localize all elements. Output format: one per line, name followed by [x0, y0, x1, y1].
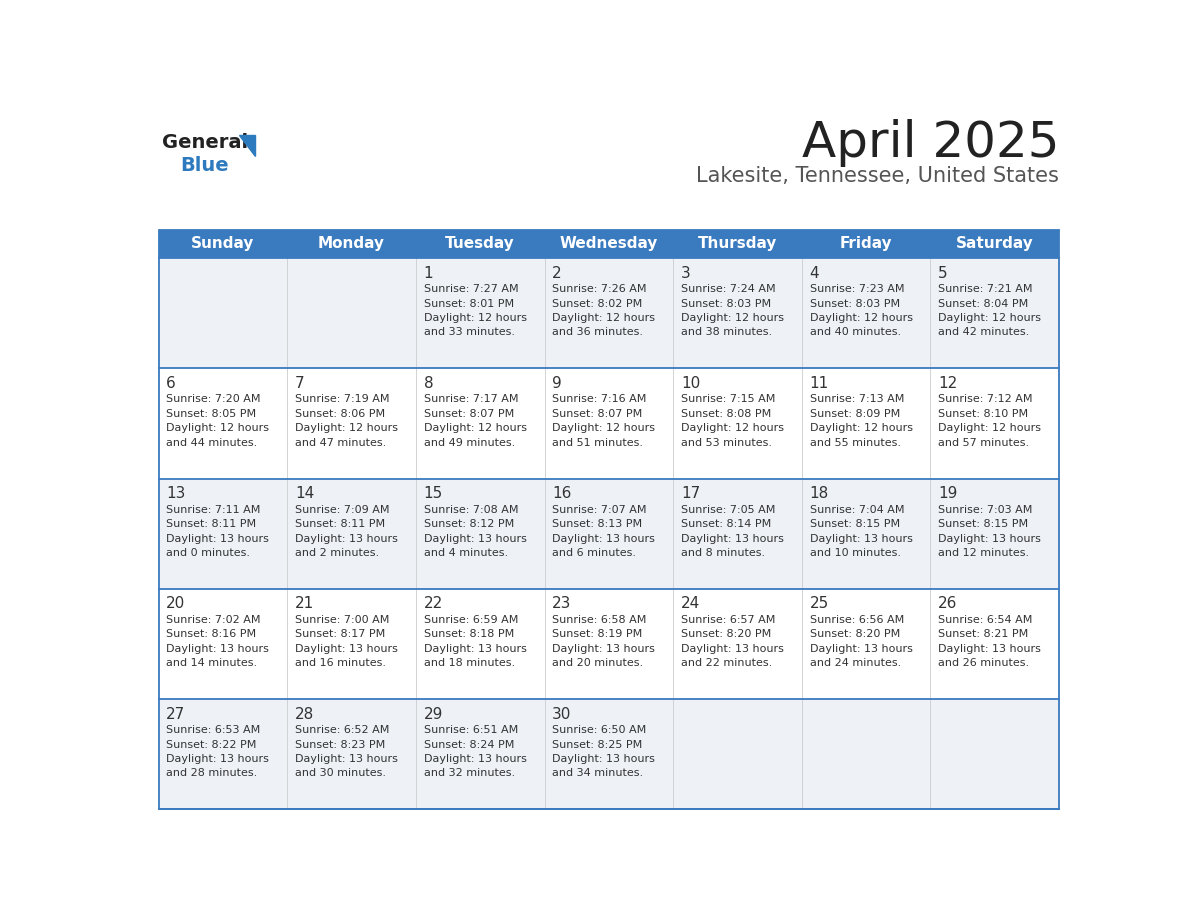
Text: Sunrise: 7:12 AM
Sunset: 8:10 PM
Daylight: 12 hours
and 57 minutes.: Sunrise: 7:12 AM Sunset: 8:10 PM Dayligh… — [939, 395, 1041, 448]
Text: Sunrise: 7:23 AM
Sunset: 8:03 PM
Daylight: 12 hours
and 40 minutes.: Sunrise: 7:23 AM Sunset: 8:03 PM Dayligh… — [809, 285, 912, 338]
Text: 18: 18 — [809, 487, 829, 501]
Text: Sunrise: 6:53 AM
Sunset: 8:22 PM
Daylight: 13 hours
and 28 minutes.: Sunrise: 6:53 AM Sunset: 8:22 PM Dayligh… — [166, 725, 270, 778]
Text: April 2025: April 2025 — [802, 119, 1060, 167]
Text: Sunrise: 7:00 AM
Sunset: 8:17 PM
Daylight: 13 hours
and 16 minutes.: Sunrise: 7:00 AM Sunset: 8:17 PM Dayligh… — [295, 615, 398, 668]
Text: Sunrise: 6:54 AM
Sunset: 8:21 PM
Daylight: 13 hours
and 26 minutes.: Sunrise: 6:54 AM Sunset: 8:21 PM Dayligh… — [939, 615, 1041, 668]
Text: Sunrise: 7:02 AM
Sunset: 8:16 PM
Daylight: 13 hours
and 14 minutes.: Sunrise: 7:02 AM Sunset: 8:16 PM Dayligh… — [166, 615, 270, 668]
Text: Sunrise: 7:09 AM
Sunset: 8:11 PM
Daylight: 13 hours
and 2 minutes.: Sunrise: 7:09 AM Sunset: 8:11 PM Dayligh… — [295, 505, 398, 558]
Text: Sunrise: 6:50 AM
Sunset: 8:25 PM
Daylight: 13 hours
and 34 minutes.: Sunrise: 6:50 AM Sunset: 8:25 PM Dayligh… — [552, 725, 655, 778]
Text: Sunrise: 7:16 AM
Sunset: 8:07 PM
Daylight: 12 hours
and 51 minutes.: Sunrise: 7:16 AM Sunset: 8:07 PM Dayligh… — [552, 395, 656, 448]
Text: Sunrise: 7:13 AM
Sunset: 8:09 PM
Daylight: 12 hours
and 55 minutes.: Sunrise: 7:13 AM Sunset: 8:09 PM Dayligh… — [809, 395, 912, 448]
Text: 16: 16 — [552, 487, 571, 501]
Text: Sunrise: 7:11 AM
Sunset: 8:11 PM
Daylight: 13 hours
and 0 minutes.: Sunrise: 7:11 AM Sunset: 8:11 PM Dayligh… — [166, 505, 270, 558]
Text: Thursday: Thursday — [697, 236, 777, 252]
Text: 4: 4 — [809, 265, 820, 281]
Text: Sunrise: 6:57 AM
Sunset: 8:20 PM
Daylight: 13 hours
and 22 minutes.: Sunrise: 6:57 AM Sunset: 8:20 PM Dayligh… — [681, 615, 784, 668]
Text: General: General — [162, 133, 248, 152]
Text: 22: 22 — [424, 597, 443, 611]
Text: 9: 9 — [552, 376, 562, 391]
Bar — [158, 699, 1060, 810]
Text: Friday: Friday — [840, 236, 892, 252]
Text: 26: 26 — [939, 597, 958, 611]
Bar — [158, 368, 1060, 478]
Text: 23: 23 — [552, 597, 571, 611]
Text: Sunrise: 7:19 AM
Sunset: 8:06 PM
Daylight: 12 hours
and 47 minutes.: Sunrise: 7:19 AM Sunset: 8:06 PM Dayligh… — [295, 395, 398, 448]
Text: 1: 1 — [424, 265, 434, 281]
Text: Sunrise: 7:05 AM
Sunset: 8:14 PM
Daylight: 13 hours
and 8 minutes.: Sunrise: 7:05 AM Sunset: 8:14 PM Dayligh… — [681, 505, 784, 558]
Text: 21: 21 — [295, 597, 314, 611]
Bar — [158, 258, 1060, 368]
Text: 12: 12 — [939, 376, 958, 391]
Text: Sunrise: 7:04 AM
Sunset: 8:15 PM
Daylight: 13 hours
and 10 minutes.: Sunrise: 7:04 AM Sunset: 8:15 PM Dayligh… — [809, 505, 912, 558]
Text: Sunrise: 7:17 AM
Sunset: 8:07 PM
Daylight: 12 hours
and 49 minutes.: Sunrise: 7:17 AM Sunset: 8:07 PM Dayligh… — [424, 395, 526, 448]
Text: Lakesite, Tennessee, United States: Lakesite, Tennessee, United States — [696, 165, 1060, 185]
Text: Tuesday: Tuesday — [446, 236, 516, 252]
Text: 8: 8 — [424, 376, 434, 391]
Text: Sunrise: 6:52 AM
Sunset: 8:23 PM
Daylight: 13 hours
and 30 minutes.: Sunrise: 6:52 AM Sunset: 8:23 PM Dayligh… — [295, 725, 398, 778]
Text: Blue: Blue — [181, 156, 229, 175]
Text: 10: 10 — [681, 376, 700, 391]
Text: 19: 19 — [939, 487, 958, 501]
Text: Sunrise: 7:26 AM
Sunset: 8:02 PM
Daylight: 12 hours
and 36 minutes.: Sunrise: 7:26 AM Sunset: 8:02 PM Dayligh… — [552, 285, 656, 338]
Bar — [158, 588, 1060, 699]
Text: Sunrise: 7:27 AM
Sunset: 8:01 PM
Daylight: 12 hours
and 33 minutes.: Sunrise: 7:27 AM Sunset: 8:01 PM Dayligh… — [424, 285, 526, 338]
Text: Sunrise: 7:15 AM
Sunset: 8:08 PM
Daylight: 12 hours
and 53 minutes.: Sunrise: 7:15 AM Sunset: 8:08 PM Dayligh… — [681, 395, 784, 448]
Text: 15: 15 — [424, 487, 443, 501]
Text: 5: 5 — [939, 265, 948, 281]
Text: 6: 6 — [166, 376, 176, 391]
Text: 30: 30 — [552, 707, 571, 722]
Text: Sunrise: 6:58 AM
Sunset: 8:19 PM
Daylight: 13 hours
and 20 minutes.: Sunrise: 6:58 AM Sunset: 8:19 PM Dayligh… — [552, 615, 655, 668]
Text: Sunrise: 7:21 AM
Sunset: 8:04 PM
Daylight: 12 hours
and 42 minutes.: Sunrise: 7:21 AM Sunset: 8:04 PM Dayligh… — [939, 285, 1041, 338]
Text: Sunrise: 7:24 AM
Sunset: 8:03 PM
Daylight: 12 hours
and 38 minutes.: Sunrise: 7:24 AM Sunset: 8:03 PM Dayligh… — [681, 285, 784, 338]
Text: Sunrise: 6:59 AM
Sunset: 8:18 PM
Daylight: 13 hours
and 18 minutes.: Sunrise: 6:59 AM Sunset: 8:18 PM Dayligh… — [424, 615, 526, 668]
Text: 29: 29 — [424, 707, 443, 722]
Text: Sunrise: 7:08 AM
Sunset: 8:12 PM
Daylight: 13 hours
and 4 minutes.: Sunrise: 7:08 AM Sunset: 8:12 PM Dayligh… — [424, 505, 526, 558]
Text: Saturday: Saturday — [956, 236, 1034, 252]
Text: 27: 27 — [166, 707, 185, 722]
Text: Sunrise: 7:20 AM
Sunset: 8:05 PM
Daylight: 12 hours
and 44 minutes.: Sunrise: 7:20 AM Sunset: 8:05 PM Dayligh… — [166, 395, 270, 448]
Text: Sunrise: 6:56 AM
Sunset: 8:20 PM
Daylight: 13 hours
and 24 minutes.: Sunrise: 6:56 AM Sunset: 8:20 PM Dayligh… — [809, 615, 912, 668]
Polygon shape — [239, 135, 254, 155]
Text: Wednesday: Wednesday — [560, 236, 658, 252]
Bar — [158, 230, 1060, 810]
Bar — [158, 230, 1060, 258]
Text: 3: 3 — [681, 265, 690, 281]
Text: 11: 11 — [809, 376, 829, 391]
Text: 25: 25 — [809, 597, 829, 611]
Text: 2: 2 — [552, 265, 562, 281]
Text: Sunrise: 6:51 AM
Sunset: 8:24 PM
Daylight: 13 hours
and 32 minutes.: Sunrise: 6:51 AM Sunset: 8:24 PM Dayligh… — [424, 725, 526, 778]
Text: 14: 14 — [295, 487, 314, 501]
Text: Monday: Monday — [318, 236, 385, 252]
Text: Sunrise: 7:03 AM
Sunset: 8:15 PM
Daylight: 13 hours
and 12 minutes.: Sunrise: 7:03 AM Sunset: 8:15 PM Dayligh… — [939, 505, 1041, 558]
Text: 28: 28 — [295, 707, 314, 722]
Text: 17: 17 — [681, 487, 700, 501]
Text: 13: 13 — [166, 487, 185, 501]
Bar — [158, 478, 1060, 588]
Text: 20: 20 — [166, 597, 185, 611]
Text: Sunrise: 7:07 AM
Sunset: 8:13 PM
Daylight: 13 hours
and 6 minutes.: Sunrise: 7:07 AM Sunset: 8:13 PM Dayligh… — [552, 505, 655, 558]
Text: Sunday: Sunday — [191, 236, 254, 252]
Text: 24: 24 — [681, 597, 700, 611]
Text: 7: 7 — [295, 376, 304, 391]
